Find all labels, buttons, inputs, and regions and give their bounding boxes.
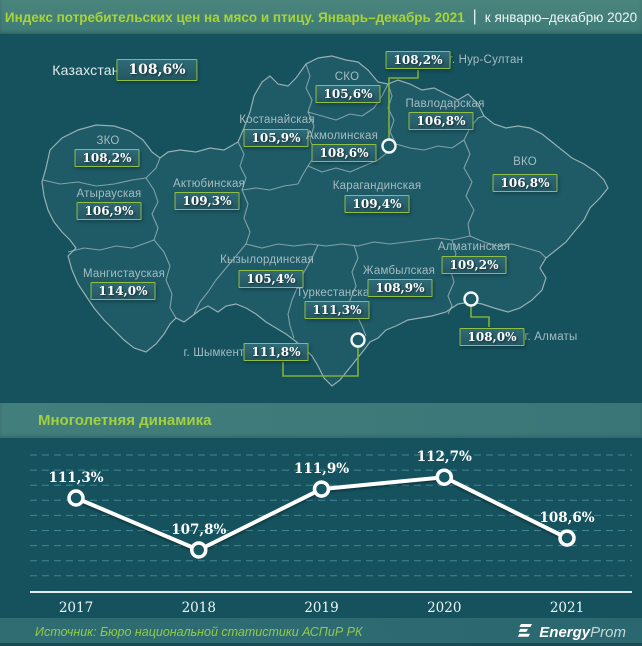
- region-value-badge-алматинская: 109,2%: [441, 256, 507, 274]
- region-value-badge-костанайская: 105,9%: [243, 129, 309, 147]
- region-label-зко: ЗКО: [96, 135, 120, 147]
- region-label-вко: ВКО: [513, 156, 537, 168]
- region-label-жамбылская: Жамбылская: [362, 265, 436, 277]
- region-value-badge-мангистауская: 114,0%: [90, 282, 156, 300]
- region-label-туркестанская: Туркестанская: [296, 287, 376, 299]
- region-value-badge-акмолинская: 108,6%: [311, 144, 377, 162]
- region-label-мангистауская: Мангистауская: [82, 268, 166, 280]
- city-label-г-алматы: г. Алматы: [524, 331, 578, 343]
- region-label-атырауская: Атырауская: [76, 188, 142, 200]
- brand-logo: EnergyProm: [517, 624, 626, 641]
- region-label-костанайская: Костанайская: [239, 114, 315, 126]
- comparison-period: к январю–декабрю 2020: [484, 9, 638, 25]
- dynamics-section-title: Многолетняя динамика: [38, 412, 212, 429]
- region-value-badge-павлодарская: 106,8%: [408, 112, 474, 130]
- title-divider: |: [472, 8, 477, 25]
- city-value-badge-г-нур-султан: 108,2%: [385, 51, 451, 69]
- region-value-badge-ско: 105,6%: [315, 85, 381, 103]
- region-value-badge-зко: 108,2%: [74, 149, 140, 167]
- region-value-badge-атырауская: 106,9%: [76, 202, 142, 220]
- page-title: Индекс потребительских цен на мясо и пти…: [4, 9, 465, 25]
- region-label-карагандинская: Карагандинская: [332, 180, 422, 192]
- brand-name-light: Prom: [590, 623, 626, 641]
- city-label-г-шымкент: г. Шымкент: [183, 347, 245, 359]
- dynamics-section-band: Многолетняя динамика: [0, 403, 642, 438]
- country-value-badge: 108,6%: [116, 59, 198, 81]
- region-value-badge-актюбинская: 109,3%: [174, 192, 240, 210]
- region-label-акмолинская: Акмолинская: [305, 130, 379, 142]
- city-label-г-нур-султан: г. Нур-Султан: [448, 54, 524, 66]
- bottom-strip: [0, 643, 642, 646]
- region-label-актюбинская: Актюбинская: [173, 178, 245, 190]
- region-value-badge-карагандинская: 109,4%: [344, 195, 410, 213]
- brand-name-bold: Energy: [539, 623, 591, 641]
- region-value-badge-кызылординская: 105,4%: [238, 270, 304, 288]
- brand-name: EnergyProm: [539, 624, 626, 641]
- header-band: Индекс потребительских цен на мясо и пти…: [0, 0, 642, 34]
- country-label: Казахстан: [52, 62, 120, 78]
- region-label-павлодарская: Павлодарская: [405, 98, 485, 110]
- footer-band: Источник: Бюро национальной статистики А…: [0, 618, 642, 646]
- region-label-алматинская: Алматинская: [437, 241, 511, 253]
- source-note: Источник: Бюро национальной статистики А…: [35, 625, 363, 639]
- city-value-badge-г-алматы: 108,0%: [459, 328, 525, 346]
- region-value-badge-туркестанская: 111,3%: [304, 301, 370, 319]
- city-value-badge-г-шымкент: 111,8%: [243, 343, 309, 361]
- region-value-badge-жамбылская: 108,9%: [367, 279, 433, 297]
- region-label-ско: СКО: [334, 71, 360, 83]
- region-value-badge-вко: 106,8%: [492, 174, 558, 192]
- energyprom-icon: [518, 624, 533, 637]
- region-label-кызылординская: Кызылординская: [220, 254, 314, 266]
